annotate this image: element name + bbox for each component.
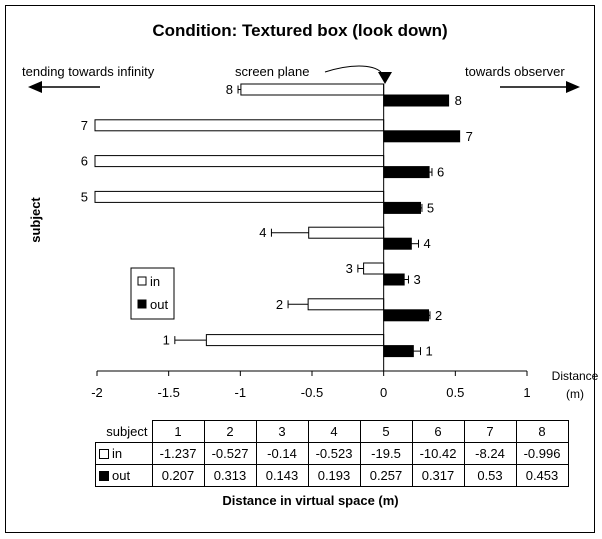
legend: in out bbox=[130, 267, 175, 320]
table-col-header: 5 bbox=[359, 420, 413, 443]
bar-in-subject-6 bbox=[94, 155, 385, 168]
table-col-header: 1 bbox=[151, 420, 205, 443]
x-tick-label: -1.5 bbox=[157, 385, 179, 400]
legend-swatch-out bbox=[137, 299, 147, 309]
bar-out-subject-1 bbox=[383, 345, 414, 358]
table-cell: -0.996 bbox=[515, 442, 569, 465]
table-row-out: out 0.207 0.313 0.143 0.193 0.257 0.317 … bbox=[95, 464, 569, 487]
bar-label-out-subject-4: 4 bbox=[423, 236, 430, 251]
table-col-header: 4 bbox=[307, 420, 361, 443]
table-cell: 0.53 bbox=[463, 464, 517, 487]
bar-out-subject-8 bbox=[383, 94, 450, 107]
bar-label-out-subject-2: 2 bbox=[435, 308, 442, 323]
left-arrow-annotation: tending towards infinity bbox=[22, 64, 155, 93]
bar-label-out-subject-5: 5 bbox=[427, 200, 434, 215]
bar-in-subject-3 bbox=[363, 262, 385, 275]
table-cell: 0.257 bbox=[359, 464, 413, 487]
table-cell: 0.207 bbox=[151, 464, 205, 487]
bar-in-subject-7 bbox=[94, 119, 385, 132]
table-cell: 0.317 bbox=[411, 464, 465, 487]
bar-out-subject-6 bbox=[383, 166, 430, 179]
table-cell: -0.523 bbox=[307, 442, 361, 465]
table-col-header: 6 bbox=[411, 420, 465, 443]
screen-plane-label: screen plane bbox=[235, 64, 309, 79]
bar-label-out-subject-3: 3 bbox=[413, 272, 420, 287]
chart-title: Condition: Textured box (look down) bbox=[152, 21, 447, 40]
bar-in-subject-1 bbox=[205, 334, 385, 347]
arrow-right-icon bbox=[566, 81, 580, 93]
bar-label-in-subject-5: 5 bbox=[81, 189, 88, 204]
table-cell: -0.527 bbox=[203, 442, 257, 465]
legend-swatch-in bbox=[137, 276, 147, 286]
table-cell: -1.237 bbox=[151, 442, 205, 465]
x-caption: Distance in virtual space (m) bbox=[222, 493, 399, 508]
table-col-header: 2 bbox=[203, 420, 257, 443]
table-row-label: in bbox=[95, 442, 153, 465]
swatch-in-icon bbox=[99, 448, 109, 459]
bar-label-in-subject-4: 4 bbox=[259, 225, 266, 240]
bar-label-in-subject-2: 2 bbox=[276, 297, 283, 312]
bar-out-subject-3 bbox=[383, 273, 405, 286]
bar-out-subject-4 bbox=[383, 237, 412, 250]
x-tick-label: 1 bbox=[523, 385, 530, 400]
x-tick-label: -0.5 bbox=[301, 385, 323, 400]
x-tick-label: -2 bbox=[91, 385, 103, 400]
bar-label-out-subject-7: 7 bbox=[466, 129, 473, 144]
triangle-down-icon bbox=[378, 72, 392, 84]
plot-area: 1 1 2 2 3 3 4 4 5 5 6 6 7 7 8 8 bbox=[81, 82, 473, 371]
table-row-in: in -1.237 -0.527 -0.14 -0.523 -19.5 -10.… bbox=[95, 442, 569, 465]
x-axis: -2 -1.5 -1 -0.5 0 0.5 1 bbox=[91, 370, 531, 400]
bar-label-out-subject-1: 1 bbox=[426, 344, 433, 359]
bar-label-in-subject-8: 8 bbox=[226, 82, 233, 97]
bar-out-subject-2 bbox=[383, 309, 430, 322]
bar-in-subject-5 bbox=[94, 190, 385, 203]
screen-plane-annotation: screen plane bbox=[235, 64, 392, 84]
legend-label-out: out bbox=[150, 297, 168, 312]
data-table: subject 1 2 3 4 5 6 7 8 in -1.237 -0.527… bbox=[95, 420, 569, 487]
table-header-row: subject 1 2 3 4 5 6 7 8 bbox=[95, 420, 569, 443]
bar-label-in-subject-7: 7 bbox=[81, 118, 88, 133]
x-tick-label: -1 bbox=[235, 385, 247, 400]
left-arrow-label: tending towards infinity bbox=[22, 64, 155, 79]
y-axis-label: subject bbox=[28, 197, 43, 243]
bar-out-subject-5 bbox=[383, 201, 422, 214]
bar-label-in-subject-1: 1 bbox=[163, 333, 170, 348]
table-cell: 0.143 bbox=[255, 464, 309, 487]
table-row-label: out bbox=[95, 464, 153, 487]
table-corner-label: subject bbox=[95, 420, 153, 443]
bar-in-subject-2 bbox=[307, 298, 385, 311]
right-arrow-annotation: towards observer bbox=[465, 64, 580, 93]
table-cell: 0.193 bbox=[307, 464, 361, 487]
bar-in-subject-8 bbox=[240, 83, 385, 96]
legend-label-in: in bbox=[150, 274, 160, 289]
row-label-out: out bbox=[112, 468, 131, 483]
bar-label-out-subject-8: 8 bbox=[455, 93, 462, 108]
bar-label-in-subject-3: 3 bbox=[346, 261, 353, 276]
arrow-left-icon bbox=[28, 81, 42, 93]
table-col-header: 3 bbox=[255, 420, 309, 443]
table-col-header: 7 bbox=[463, 420, 517, 443]
row-label-in: in bbox=[112, 446, 123, 461]
bar-label-in-subject-6: 6 bbox=[81, 154, 88, 169]
x-axis-label: Distance bbox=[552, 369, 599, 383]
bar-label-out-subject-6: 6 bbox=[437, 165, 444, 180]
x-tick-label: 0 bbox=[380, 385, 387, 400]
bar-in-subject-4 bbox=[308, 226, 385, 239]
right-arrow-label: towards observer bbox=[465, 64, 565, 79]
table-cell: -0.14 bbox=[255, 442, 309, 465]
table-cell: 0.453 bbox=[515, 464, 569, 487]
bar-out-subject-7 bbox=[383, 130, 461, 143]
table-col-header: 8 bbox=[515, 420, 569, 443]
x-axis-unit: (m) bbox=[566, 387, 584, 401]
table-cell: -8.24 bbox=[463, 442, 517, 465]
table-cell: -19.5 bbox=[359, 442, 413, 465]
table-cell: 0.313 bbox=[203, 464, 257, 487]
table-cell: -10.42 bbox=[411, 442, 465, 465]
swatch-out-icon bbox=[99, 470, 109, 481]
x-tick-label: 0.5 bbox=[446, 385, 464, 400]
